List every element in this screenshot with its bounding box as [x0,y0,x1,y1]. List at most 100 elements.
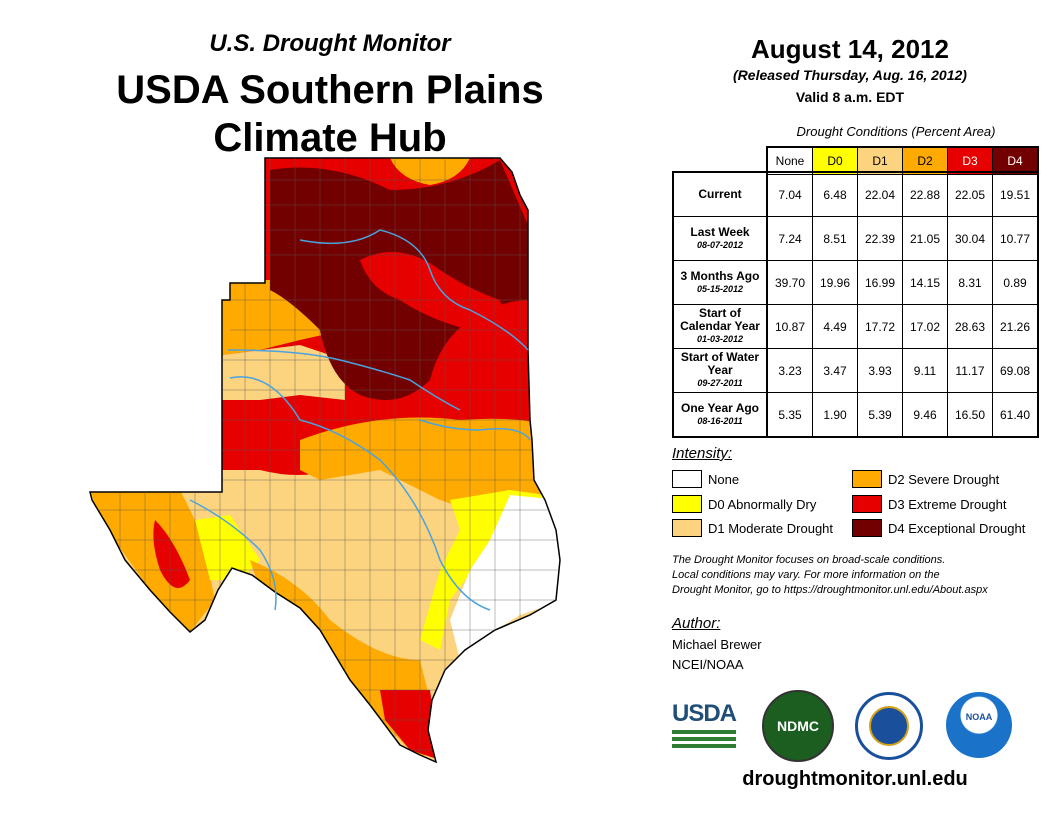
row-date: 09-27-2011 [697,378,743,388]
table-cell: 6.48 [812,171,858,217]
legend-item: D4 Exceptional Drought [852,519,1025,537]
table-cell: 3.93 [857,348,903,393]
legend-item: D0 Abnormally Dry [672,495,816,513]
col-none: None [766,146,813,175]
row-date: 01-03-2012 [696,334,744,344]
table-cell: 69.08 [992,348,1039,393]
table-cell: 39.70 [766,260,813,305]
d3-area-oklahoma [360,252,502,330]
rivers [189,229,531,611]
legend-swatch [672,470,702,488]
row-label-text: One Year Ago [680,400,760,415]
d3-area-west [153,520,190,588]
table-cell: 19.96 [812,260,858,305]
author-org: NCEI/NOAA [672,657,744,672]
table-row: Start of Water Year 09-27-2011 3.23 3.47 3.9… [672,348,1039,393]
row-label-text: Start of Calendar Year [680,306,760,333]
usda-logo: USDA [672,700,737,748]
col-d4: D4 [992,146,1039,175]
table-cell: 8.31 [947,260,993,305]
commerce-seal-icon [855,692,923,760]
legend-item: D2 Severe Drought [852,470,999,488]
website-link[interactable]: droughtmonitor.unl.edu [742,768,968,790]
row-label-text: Start of Water Year [680,350,760,377]
table-cell: 5.35 [766,392,813,438]
legend-swatch [672,519,702,537]
table-cell: 4.49 [812,304,858,349]
usda-logo-text: USDA [672,700,737,727]
row-label: Start of Calendar Year 01-03-2012 [672,304,768,349]
map-date: August 14, 2012 [751,34,949,64]
table-cell: 9.11 [902,348,948,393]
row-label: Current [672,171,768,217]
d1-area-panhandle [222,345,345,400]
row-label: One Year Ago 08-16-2011 [672,392,768,438]
row-label-text: Current [698,187,742,201]
table-cell: 17.02 [902,304,948,349]
row-date: 05-15-2012 [696,283,744,294]
table-row: Current 7.04 6.48 22.04 22.88 22.05 19.51 [672,171,1039,217]
table-header: None D0 D1 D2 D3 D4 [766,146,1039,175]
legend-swatch [852,519,882,537]
ndmc-logo-text: NDMC [777,718,819,734]
note-line: The Drought Monitor focuses on broad-sca… [672,554,946,566]
note: The Drought Monitor focuses on broad-sca… [672,553,1032,598]
table-cell: 22.04 [857,171,903,217]
note-line: Local conditions may vary. For more info… [672,569,940,581]
title-line-2: Climate Hub [213,116,447,160]
legend-swatch [672,495,702,513]
table-row: Start of Calendar Year 01-03-2012 10.87 4.4… [672,304,1039,349]
d2-area-kansas [390,158,470,185]
table-cell: 16.99 [857,260,903,305]
table-cell: 10.77 [992,216,1039,261]
table-cell: 14.15 [902,260,948,305]
row-label: Last Week 08-07-2012 [672,216,768,261]
row-date: 08-16-2011 [697,415,743,426]
subtitle: U.S. Drought Monitor [209,30,451,57]
col-d3: D3 [947,146,993,175]
author-heading: Author: [672,615,721,632]
d2-area-west [90,490,215,632]
legend-item: D3 Extreme Drought [852,495,1007,513]
d0-area-west [195,515,260,580]
table-cell: 19.51 [992,171,1039,217]
table-cell: 28.63 [947,304,993,349]
table-cell: 11.17 [947,348,993,393]
legend-item: D1 Moderate Drought [672,519,833,537]
legend-label: D3 Extreme Drought [888,496,1007,512]
table-cell: 5.39 [857,392,903,438]
legend-item: None [672,470,739,488]
noaa-logo-text: NOAA [965,712,993,722]
table-cell: 21.26 [992,304,1039,349]
table-cell: 10.87 [766,304,813,349]
noaa-logo: NOAA [946,692,1012,758]
legend-label: D4 Exceptional Drought [888,520,1026,536]
legend-swatch [852,470,882,488]
table-cell: 3.23 [766,348,813,393]
col-d0: D0 [812,146,858,175]
valid-time: Valid 8 a.m. EDT [795,89,905,105]
table-cell: 16.50 [947,392,993,438]
table-row: Last Week 08-07-2012 7.24 8.51 22.39 21.05 30.… [672,216,1039,261]
table-cell: 22.05 [947,171,993,217]
table-caption: Drought Conditions (Percent Area) [796,124,996,139]
table-row: One Year Ago 08-16-2011 5.35 1.90 5.39 9.46 16… [672,392,1039,438]
note-line: Drought Monitor, go to https://droughtmo… [672,584,988,596]
row-date: 08-07-2012 [696,239,744,250]
table-cell: 9.46 [902,392,948,438]
legend-label: D1 Moderate Drought [708,520,834,536]
table-cell: 7.24 [766,216,813,261]
row-label-text: 3 Months Ago [680,268,760,283]
table-cell: 3.47 [812,348,858,393]
ndmc-logo: NDMC [762,690,834,762]
drought-conditions-table: Current 7.04 6.48 22.04 22.88 22.05 19.51 Last … [672,171,1039,438]
table-cell: 17.72 [857,304,903,349]
col-d1: D1 [857,146,903,175]
table-cell: 22.88 [902,171,948,217]
drought-map [89,157,561,763]
table-cell: 0.89 [992,260,1039,305]
row-label: 3 Months Ago 05-15-2012 [672,260,768,305]
legend-label: D0 Abnormally Dry [708,496,817,512]
table-cell: 8.51 [812,216,858,261]
